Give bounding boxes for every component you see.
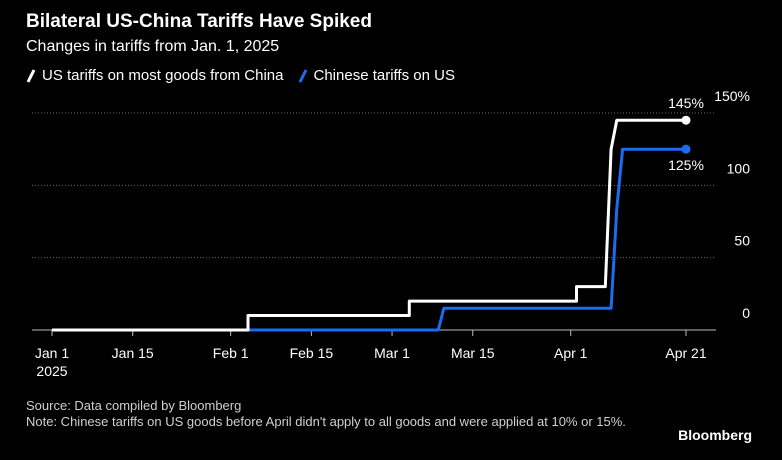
legend-swatch-us — [26, 68, 36, 83]
chart-title: Bilateral US-China Tariffs Have Spiked — [26, 11, 372, 32]
x-tick-sublabel: 2025 — [36, 363, 67, 379]
y-tick-label: 0 — [742, 305, 750, 321]
note-text: Note: Chinese tariffs on US goods before… — [26, 414, 626, 429]
chart-subtitle: Changes in tariffs from Jan. 1, 2025 — [26, 38, 280, 55]
source-text: Source: Data compiled by Bloomberg — [26, 398, 242, 413]
x-tick-label: Jan 15 — [112, 345, 154, 361]
y-tick-label: 100 — [727, 160, 751, 176]
legend-label-us: US tariffs on most goods from China — [42, 67, 284, 84]
end-marker-us — [681, 115, 691, 125]
legend-item-china: Chinese tariffs on US — [298, 67, 455, 84]
x-tick-label: Mar 1 — [374, 345, 410, 361]
legend-label-china: Chinese tariffs on US — [313, 67, 455, 84]
end-label-china: 125% — [668, 157, 704, 173]
x-tick-label: Feb 1 — [213, 345, 249, 361]
chart-footnotes: Source: Data compiled by Bloomberg Note:… — [26, 398, 646, 430]
y-tick-label: 150% — [714, 88, 750, 104]
legend-item-us: US tariffs on most goods from China — [26, 67, 284, 84]
series-line-china — [52, 147, 686, 332]
x-tick-label: Apr 1 — [554, 345, 588, 361]
legend-swatch-china — [298, 68, 307, 83]
bloomberg-logo: Bloomberg — [678, 427, 752, 443]
y-tick-label: 50 — [734, 233, 750, 249]
x-tick-label: Apr 21 — [665, 345, 706, 361]
series-line-us — [52, 118, 686, 332]
chart-plot: 150% 100 50 0 Jan 1 2025 Jan 15 Feb 1 Feb 15 Mar … — [32, 88, 751, 379]
x-tick-label: Mar 15 — [451, 345, 495, 361]
x-tick-label: Feb 15 — [290, 345, 334, 361]
chart-legend: US tariffs on most goods from China Chin… — [26, 67, 455, 84]
x-tick-label: Jan 1 — [35, 345, 69, 361]
end-label-us: 145% — [668, 95, 704, 111]
end-marker-china — [681, 144, 691, 154]
